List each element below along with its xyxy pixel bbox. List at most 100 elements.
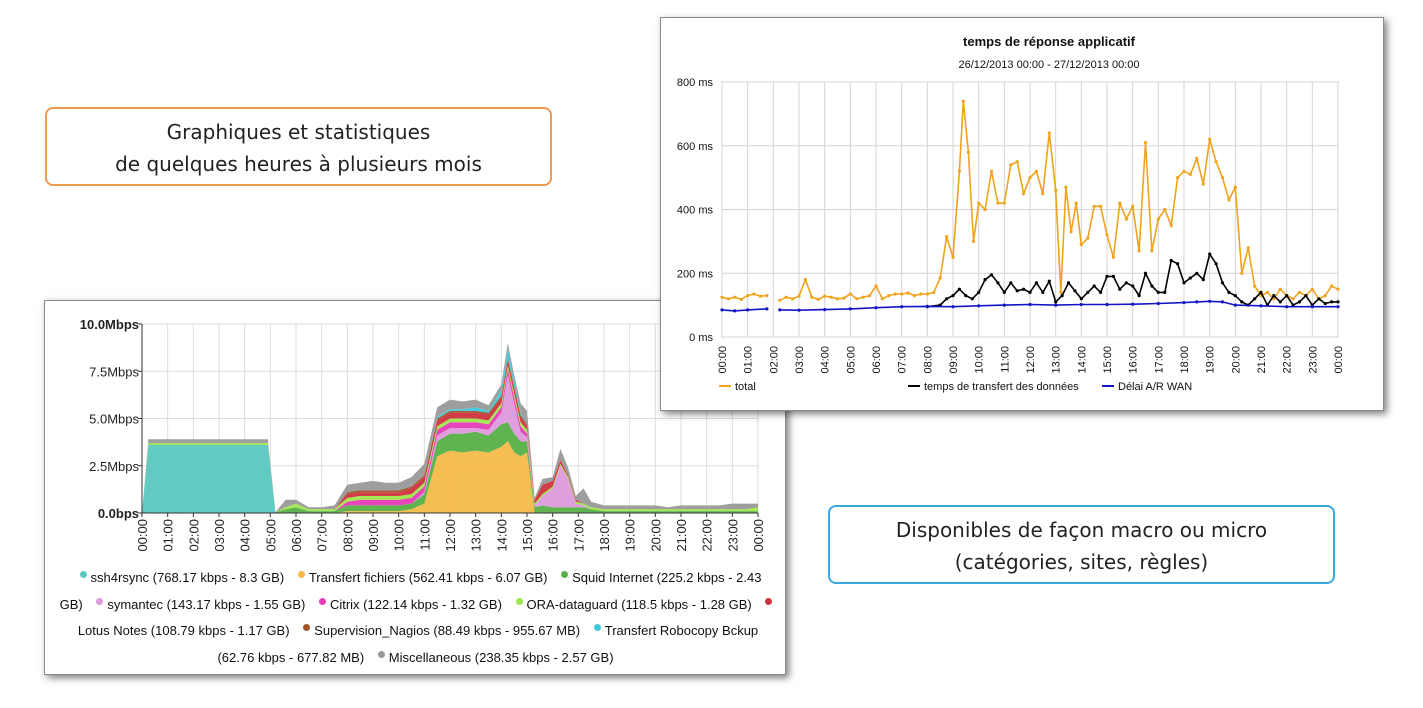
legend-label: Lotus Notes (108.79 kbps - 1.17 GB)	[77, 623, 290, 638]
data-point-temps-de-transfert-des-donn-es	[1227, 290, 1231, 294]
data-point-temps-de-transfert-des-donn-es	[1240, 300, 1244, 304]
legend-marker-icon	[79, 571, 87, 578]
data-point-temps-de-transfert-des-donn-es	[989, 273, 994, 277]
data-point-total	[746, 294, 750, 298]
x-tick-label: 17:00	[1153, 346, 1165, 374]
data-point-d-lai-a-r-wan	[720, 308, 724, 312]
data-point-total	[823, 294, 827, 298]
x-tick-label: 16:00	[1128, 346, 1140, 374]
chart-subtitle: 26/12/2013 00:00 - 27/12/2013 00:00	[958, 59, 1139, 71]
y-tick-label: 10.0Mbps	[80, 317, 139, 332]
data-point-total	[1253, 284, 1257, 288]
data-point-temps-de-transfert-des-donn-es	[1047, 279, 1051, 283]
data-point-total	[977, 201, 981, 205]
data-point-total	[1105, 233, 1109, 237]
legend-item: Lotus Notes (108.79 kbps - 1.17 GB)	[77, 597, 777, 638]
data-point-temps-de-transfert-des-donn-es	[1201, 278, 1205, 282]
x-tick-label: 02:00	[186, 519, 201, 552]
data-point-temps-de-transfert-des-donn-es	[1041, 290, 1045, 294]
data-point-total	[1227, 198, 1231, 202]
data-point-total	[1310, 287, 1314, 291]
data-point-temps-de-transfert-des-donn-es	[1330, 300, 1334, 304]
data-point-total	[1246, 246, 1250, 250]
data-point-total	[1214, 160, 1218, 164]
data-point-total	[733, 295, 737, 299]
data-point-total	[816, 297, 820, 301]
data-point-total	[1169, 223, 1173, 227]
legend-marker-icon	[318, 597, 326, 605]
data-point-d-lai-a-r-wan	[765, 307, 769, 311]
data-point-total	[1009, 163, 1013, 167]
data-point-total	[726, 297, 730, 301]
data-point-total	[1131, 204, 1135, 208]
data-point-d-lai-a-r-wan	[1054, 303, 1058, 307]
legend-marker-icon	[377, 650, 385, 658]
data-point-temps-de-transfert-des-donn-es	[1028, 290, 1032, 294]
data-point-temps-de-transfert-des-donn-es	[1169, 258, 1173, 263]
data-point-total	[912, 294, 917, 298]
data-point-total	[1099, 204, 1103, 208]
legend-item: ssh4rsync (768.17 kbps - 8.3 GB)	[79, 570, 284, 585]
legend-marker-icon	[297, 571, 305, 578]
data-point-temps-de-transfert-des-donn-es	[1195, 271, 1199, 275]
data-point-d-lai-a-r-wan	[925, 304, 929, 308]
x-tick-label: 11:00	[999, 346, 1011, 373]
y-tick-label: 7.5Mbps	[89, 364, 139, 379]
legend-label: total	[735, 381, 756, 393]
x-tick-label: 08:00	[340, 519, 355, 552]
data-point-total	[803, 278, 807, 282]
legend-label: Squid Internet (225.2 kbps - 2.43 GB)	[59, 570, 762, 612]
legend-label: symantec (143.17 kbps - 1.55 GB)	[107, 596, 306, 612]
data-point-temps-de-transfert-des-donn-es	[1015, 289, 1019, 293]
data-point-total	[1330, 284, 1334, 288]
data-point-total	[1323, 294, 1327, 298]
data-point-d-lai-a-r-wan	[1156, 301, 1160, 306]
data-point-total	[720, 295, 724, 299]
data-point-temps-de-transfert-des-donn-es	[1131, 284, 1135, 288]
data-point-temps-de-transfert-des-donn-es	[1073, 289, 1077, 293]
x-tick-label: 13:00	[469, 519, 484, 552]
data-point-d-lai-a-r-wan	[1002, 303, 1006, 307]
data-point-temps-de-transfert-des-donn-es	[1137, 294, 1141, 298]
data-point-d-lai-a-r-wan	[797, 308, 801, 312]
data-point-total	[1124, 217, 1128, 221]
data-point-total	[1265, 290, 1269, 294]
data-point-temps-de-transfert-des-donn-es	[996, 281, 1000, 285]
data-point-total	[752, 292, 756, 296]
x-tick-label: 04:00	[820, 346, 832, 374]
data-point-total	[758, 294, 763, 298]
data-point-total	[1086, 236, 1090, 240]
data-point-temps-de-transfert-des-donn-es	[1176, 262, 1180, 266]
data-point-d-lai-a-r-wan	[874, 306, 878, 310]
data-point-temps-de-transfert-des-donn-es	[1143, 271, 1148, 275]
callout-line-1: Disponibles de façon macro ou micro	[895, 518, 1268, 542]
y-tick-label: 5.0Mbps	[89, 412, 139, 427]
data-point-total	[855, 297, 859, 301]
data-point-d-lai-a-r-wan	[848, 307, 852, 311]
legend-marker-icon	[561, 571, 569, 578]
x-tick-label: 21:00	[1256, 346, 1268, 374]
data-point-temps-de-transfert-des-donn-es	[964, 294, 968, 298]
area-series-ssh4rsync	[142, 445, 758, 513]
legend-item: symantec (143.17 kbps - 1.55 GB)	[96, 597, 305, 612]
x-tick-label: 04:00	[238, 519, 253, 552]
data-point-temps-de-transfert-des-donn-es	[1156, 290, 1160, 294]
data-point-total	[1233, 185, 1237, 189]
data-point-total	[791, 297, 795, 301]
data-point-d-lai-a-r-wan	[1131, 302, 1135, 306]
data-point-temps-de-transfert-des-donn-es	[1092, 284, 1096, 288]
data-point-total	[932, 290, 936, 294]
data-point-temps-de-transfert-des-donn-es	[1066, 281, 1071, 285]
callout-macro-micro: Disponibles de façon macro ou micro (cat…	[828, 505, 1335, 584]
data-point-d-lai-a-r-wan	[951, 305, 955, 309]
data-point-total	[1163, 207, 1167, 212]
data-point-total	[1034, 169, 1038, 173]
data-point-temps-de-transfert-des-donn-es	[945, 297, 949, 301]
legend-item: Miscellaneous (238.35 kbps - 2.57 GB)	[377, 650, 614, 665]
data-point-total	[1111, 255, 1115, 259]
x-tick-label: 12:00	[1025, 346, 1037, 374]
data-point-temps-de-transfert-des-donn-es	[970, 297, 974, 301]
data-point-total	[1064, 185, 1068, 189]
data-point-temps-de-transfert-des-donn-es	[983, 278, 987, 282]
data-point-total	[906, 291, 910, 295]
